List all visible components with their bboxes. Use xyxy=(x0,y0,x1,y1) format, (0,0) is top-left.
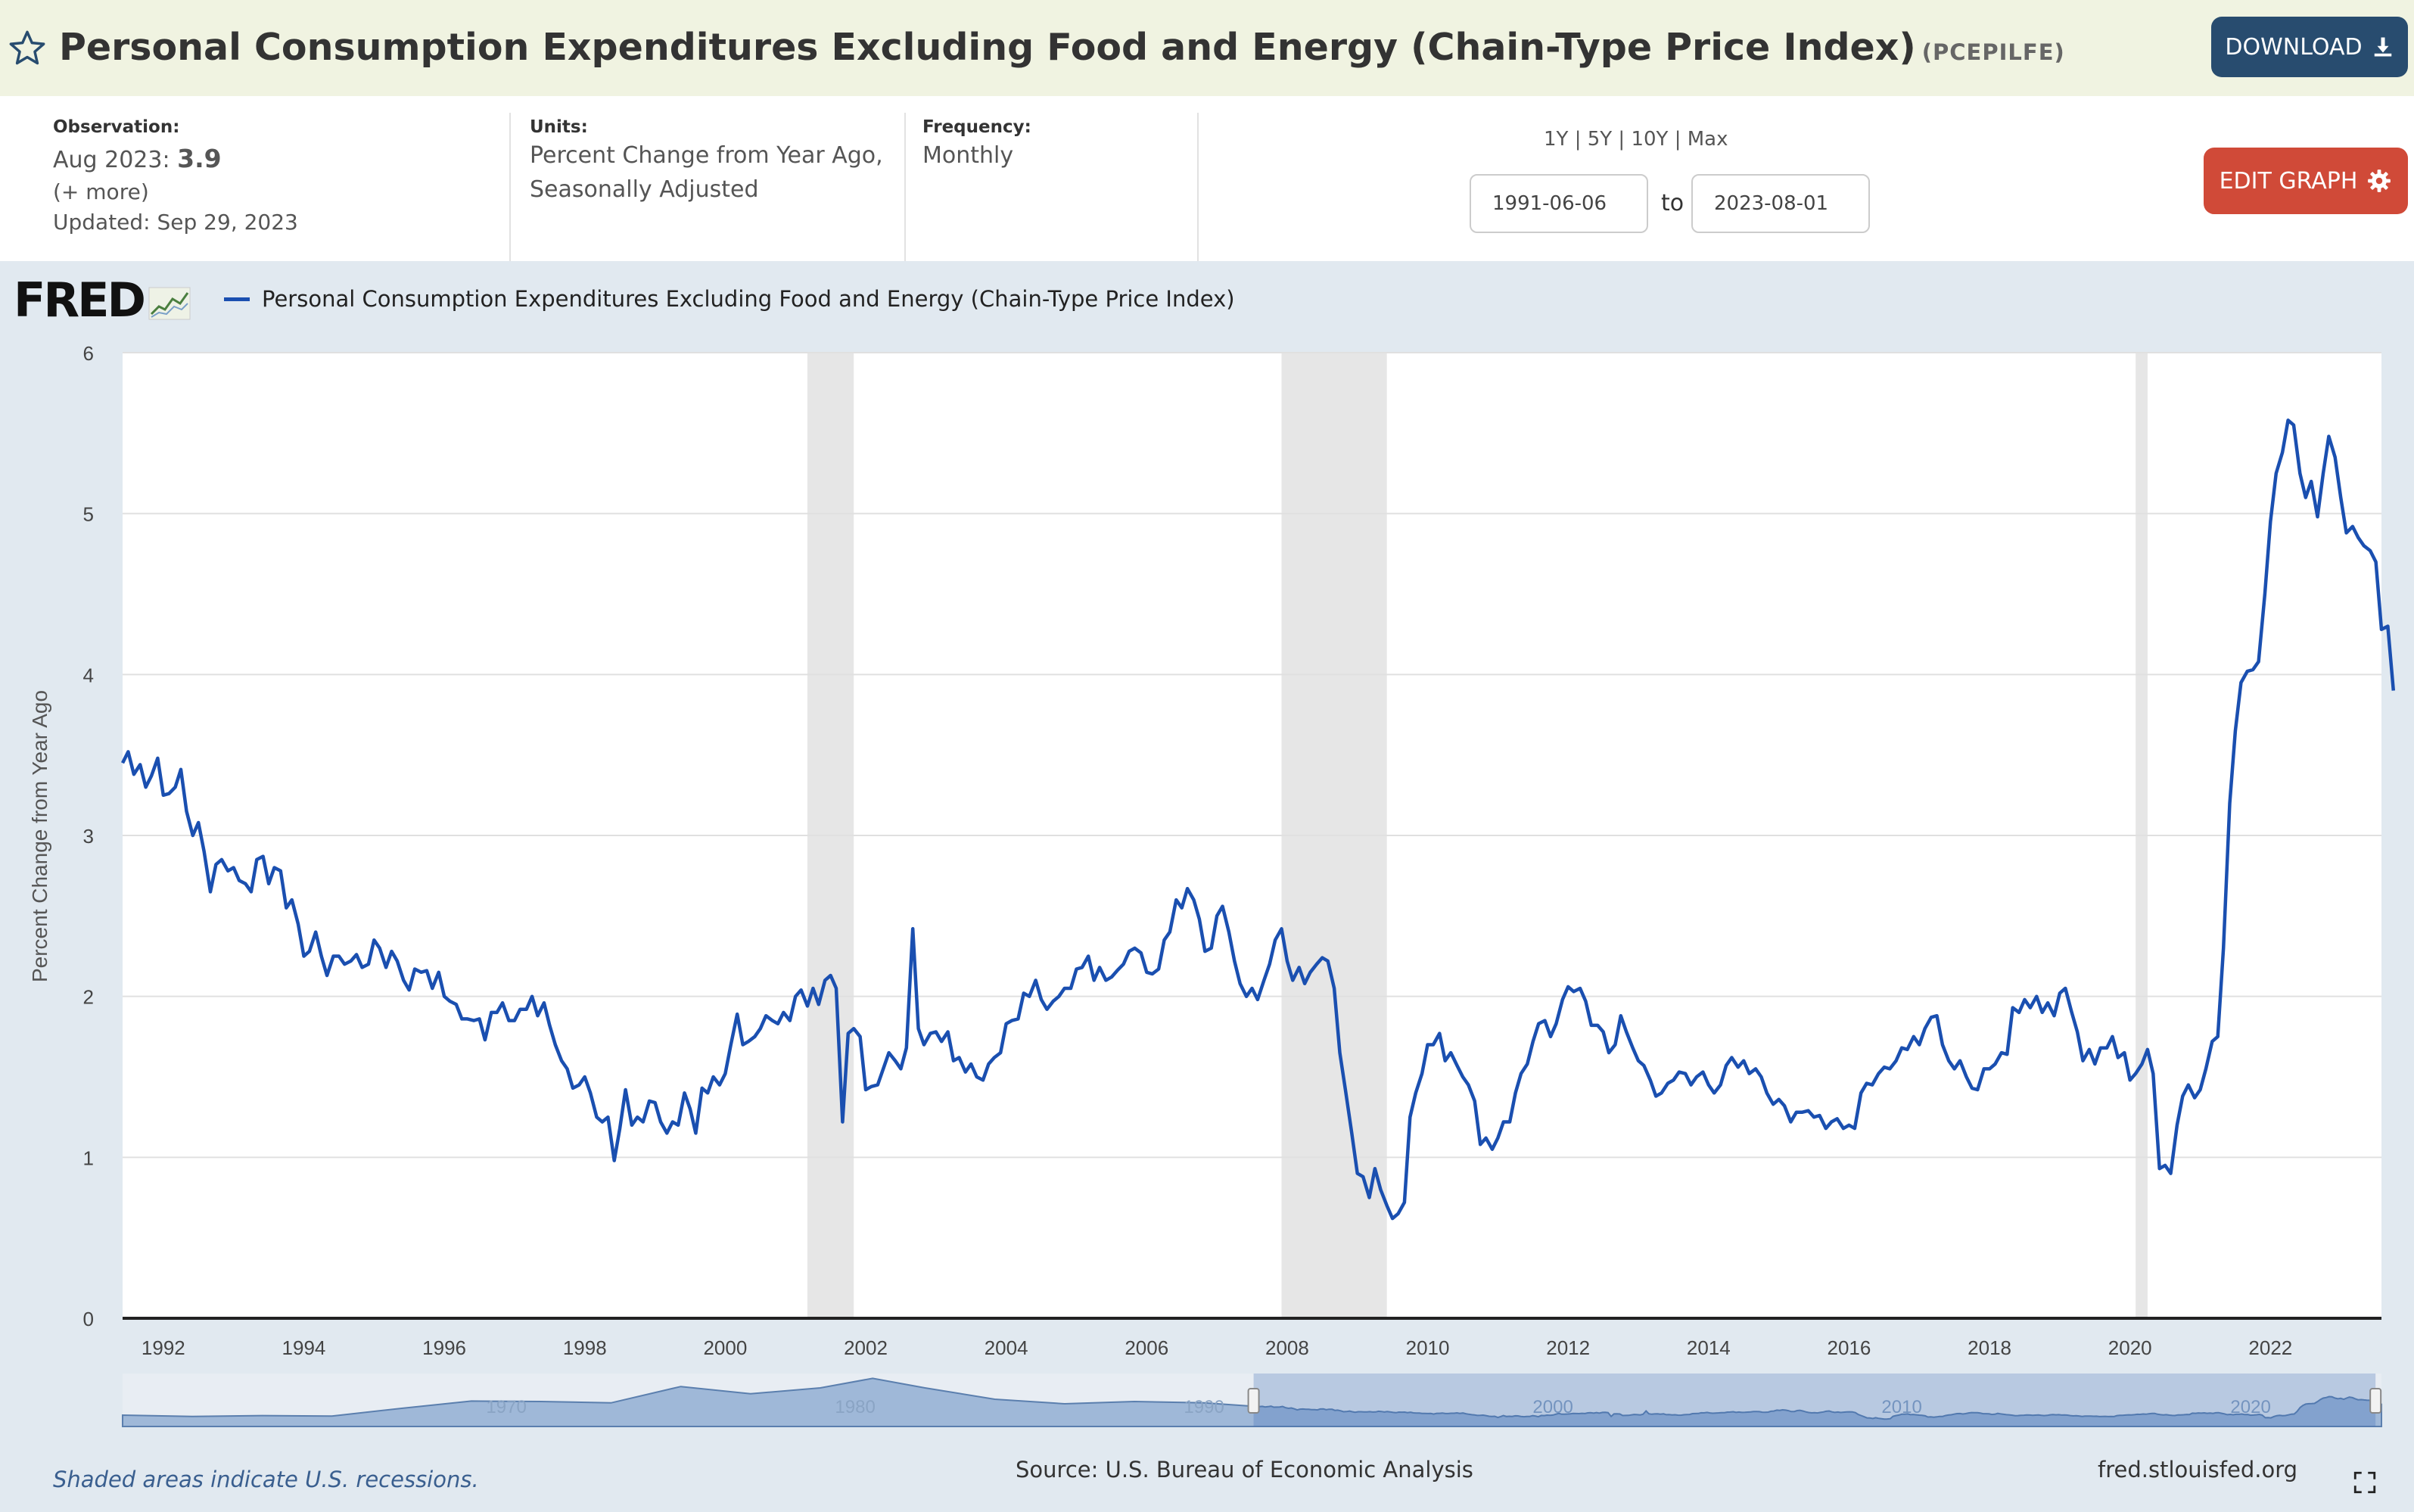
download-icon xyxy=(2374,37,2391,57)
x-tick-label: 2022 xyxy=(2248,1336,2292,1359)
navigator-tick-label: 2010 xyxy=(1881,1397,1921,1417)
x-tick-label: 2004 xyxy=(985,1336,1028,1359)
x-tick-label: 2018 xyxy=(1968,1336,2011,1359)
legend-line-swatch xyxy=(224,297,250,301)
x-tick-label: 2010 xyxy=(1406,1336,1450,1359)
observation-label: Observation: xyxy=(53,117,180,137)
edit-graph-button[interactable]: EDIT GRAPH xyxy=(2204,148,2408,214)
x-tick-label: 2020 xyxy=(2108,1336,2152,1359)
fred-logo-chart-icon xyxy=(148,287,191,320)
series-id: (PCEPILFE) xyxy=(1921,39,2065,65)
navigator-tick-label: 1990 xyxy=(1184,1397,1224,1417)
x-tick-label: 1996 xyxy=(422,1336,466,1359)
observation-date: Aug 2023: xyxy=(53,147,170,173)
navigator-series xyxy=(122,1377,2382,1427)
updated-date: Updated: Sep 29, 2023 xyxy=(53,210,298,235)
units-section: Units: Percent Change from Year Ago, Sea… xyxy=(530,96,883,261)
navigator-handle xyxy=(1247,1388,1260,1414)
range-5y[interactable]: 5Y xyxy=(1587,128,1613,151)
y-tick-label: 1 xyxy=(83,1146,94,1169)
frequency-value: Monthly xyxy=(922,142,1014,169)
divider xyxy=(1197,113,1199,261)
units-line2: Seasonally Adjusted xyxy=(530,176,759,203)
x-tick-label: 2002 xyxy=(844,1336,888,1359)
info-panel: Observation: Aug 2023: 3.9 (+ more) Upda… xyxy=(0,96,2414,261)
recession-note: Shaded areas indicate U.S. recessions. xyxy=(53,1467,479,1492)
y-tick-label: 0 xyxy=(83,1308,94,1330)
page-title: Personal Consumption Expenditures Exclud… xyxy=(59,26,2065,69)
series-title: Personal Consumption Expenditures Exclud… xyxy=(59,26,1916,69)
navigator-tick-label: 1980 xyxy=(835,1397,875,1417)
date-from-input[interactable]: 1991-06-06 xyxy=(1470,174,1648,233)
edit-graph-label: EDIT GRAPH xyxy=(2219,167,2358,194)
x-tick-label: 2016 xyxy=(1828,1336,1871,1359)
observation-section: Observation: Aug 2023: 3.9 (+ more) Upda… xyxy=(53,96,298,261)
navigator-selection xyxy=(1253,1374,2376,1426)
y-tick-label: 2 xyxy=(83,986,94,1009)
observation-value: 3.9 xyxy=(177,144,222,173)
navigator-tick-label: 2000 xyxy=(1532,1397,1573,1417)
y-axis-label: Percent Change from Year Ago xyxy=(28,690,51,982)
x-tick-label: 2006 xyxy=(1125,1336,1168,1359)
y-tick-label: 3 xyxy=(83,825,94,848)
line-chart: 0 1 2 3 4 5 6 1992 1994 1996 1998 2000 2002 2004 2006… xyxy=(28,342,2396,1427)
legend-label: Personal Consumption Expenditures Exclud… xyxy=(262,286,1235,312)
x-tick-label: 2008 xyxy=(1265,1336,1309,1359)
download-button[interactable]: DOWNLOAD xyxy=(2211,17,2408,77)
navigator-tick-label: 2020 xyxy=(2230,1397,2270,1417)
frequency-section: Frequency: Monthly xyxy=(922,96,1031,261)
date-to-label: to xyxy=(1661,190,1685,216)
gear-icon xyxy=(2368,170,2391,192)
fullscreen-icon[interactable] xyxy=(2352,1470,2378,1495)
x-tick-label: 1994 xyxy=(282,1336,326,1359)
x-tick-label: 1998 xyxy=(563,1336,607,1359)
x-tick-label: 1992 xyxy=(142,1336,185,1359)
star-icon[interactable] xyxy=(8,29,47,68)
series-line xyxy=(120,418,2396,1221)
x-tick-label: 2014 xyxy=(1687,1336,1731,1359)
download-label: DOWNLOAD xyxy=(2225,33,2363,61)
chart-legend: Personal Consumption Expenditures Exclud… xyxy=(224,286,1235,312)
divider xyxy=(904,113,906,261)
y-tick-label: 6 xyxy=(83,342,94,365)
range-selector: 1Y | 5Y | 10Y | Max xyxy=(1544,128,1728,151)
header-bar: Personal Consumption Expenditures Exclud… xyxy=(0,0,2414,96)
x-tick-label: 2000 xyxy=(703,1336,747,1359)
more-link[interactable]: (+ more) xyxy=(53,179,149,204)
navigator-handle xyxy=(2369,1388,2382,1414)
x-tick-label: 2012 xyxy=(1546,1336,1590,1359)
units-label: Units: xyxy=(530,117,588,137)
frequency-label: Frequency: xyxy=(922,117,1031,137)
y-tick-label: 4 xyxy=(83,664,94,686)
units-line1: Percent Change from Year Ago, xyxy=(530,142,883,169)
range-max[interactable]: Max xyxy=(1687,128,1728,151)
fred-logo: FRED xyxy=(14,272,191,328)
divider xyxy=(509,113,511,261)
y-tick-label: 5 xyxy=(83,503,94,526)
range-10y[interactable]: 10Y xyxy=(1631,128,1669,151)
range-1y[interactable]: 1Y xyxy=(1544,128,1569,151)
date-to-input[interactable]: 2023-08-01 xyxy=(1691,174,1870,233)
source-text: Source: U.S. Bureau of Economic Analysis xyxy=(1016,1457,1473,1482)
site-url[interactable]: fred.stlouisfed.org xyxy=(2098,1457,2298,1482)
navigator-tick-label: 1970 xyxy=(486,1397,526,1417)
